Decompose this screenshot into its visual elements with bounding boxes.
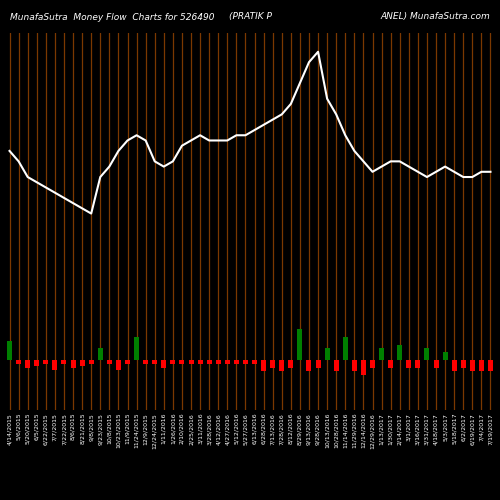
Bar — [452, 360, 456, 372]
Bar — [316, 360, 320, 368]
Bar — [280, 360, 284, 372]
Bar — [388, 360, 393, 368]
Bar — [243, 360, 248, 364]
Bar — [107, 360, 112, 364]
Bar — [261, 360, 266, 372]
Bar — [7, 340, 12, 360]
Bar — [270, 360, 275, 368]
Bar — [180, 360, 184, 364]
Bar — [379, 348, 384, 360]
Text: MunafaSutra  Money Flow  Charts for 526490: MunafaSutra Money Flow Charts for 526490 — [10, 12, 214, 22]
Text: (PRATIK P: (PRATIK P — [228, 12, 272, 22]
Bar — [334, 360, 338, 372]
Bar — [298, 329, 302, 360]
Bar — [424, 348, 430, 360]
Bar — [116, 360, 121, 370]
Bar — [188, 360, 194, 364]
Bar — [152, 360, 157, 364]
Bar — [406, 360, 412, 368]
Bar — [206, 360, 212, 364]
Bar — [88, 360, 94, 364]
Bar — [44, 360, 49, 364]
Bar — [434, 360, 438, 368]
Bar — [16, 360, 21, 364]
Bar — [397, 344, 402, 360]
Bar — [70, 360, 76, 368]
Bar — [162, 360, 166, 368]
Bar — [216, 360, 220, 364]
Bar — [98, 348, 103, 360]
Bar — [134, 337, 139, 360]
Bar — [170, 360, 175, 364]
Bar — [62, 360, 66, 364]
Bar — [343, 337, 348, 360]
Bar — [488, 360, 493, 372]
Bar — [361, 360, 366, 376]
Bar — [352, 360, 357, 372]
Bar — [143, 360, 148, 364]
Bar — [460, 360, 466, 368]
Bar — [470, 360, 475, 372]
Bar — [198, 360, 202, 364]
Bar — [370, 360, 375, 368]
Text: ANEL) MunafaSutra.com: ANEL) MunafaSutra.com — [380, 12, 490, 22]
Bar — [416, 360, 420, 368]
Bar — [225, 360, 230, 364]
Bar — [288, 360, 294, 368]
Bar — [234, 360, 239, 364]
Bar — [324, 348, 330, 360]
Bar — [125, 360, 130, 364]
Bar — [52, 360, 58, 370]
Bar — [252, 360, 257, 364]
Bar — [442, 352, 448, 360]
Bar — [80, 360, 84, 366]
Bar — [25, 360, 30, 368]
Bar — [479, 360, 484, 372]
Bar — [34, 360, 40, 366]
Bar — [306, 360, 312, 372]
